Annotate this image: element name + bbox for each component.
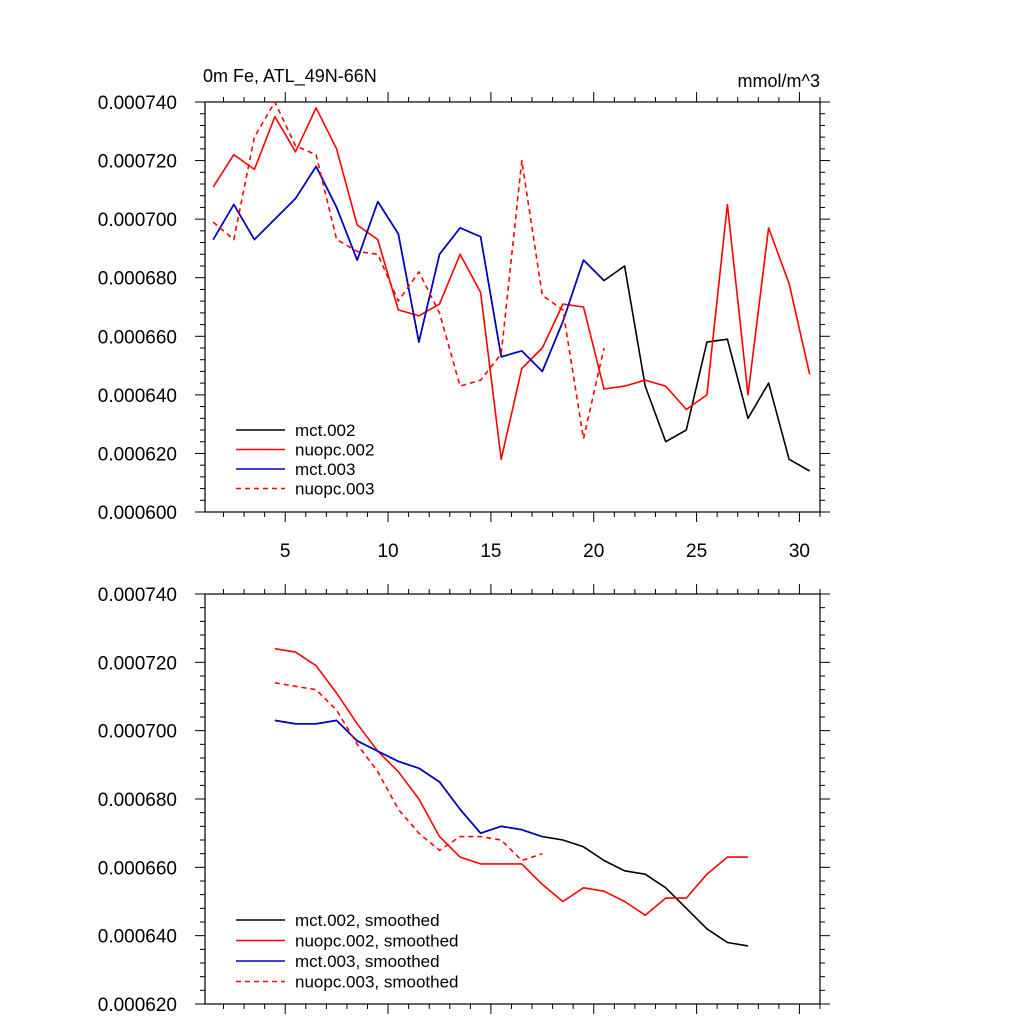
series-line-4 <box>274 682 543 862</box>
legend-label: mct.002, smoothed <box>295 911 440 930</box>
legend-label: mct.002 <box>295 421 355 440</box>
legend-label: nuopc.002, smoothed <box>295 932 459 951</box>
x-tick-label: 20 <box>583 541 604 562</box>
units-label: mmol/m^3 <box>738 71 820 91</box>
plot-frame <box>204 101 821 513</box>
legend-label: nuopc.002 <box>295 441 374 460</box>
bottom-panel: 0.000620 0.000640 0.000660 0.000680 0.000700… <box>98 584 830 1016</box>
series-line-2 <box>274 647 748 917</box>
x-tick-label: 25 <box>686 541 707 562</box>
series-line-3 <box>274 719 543 838</box>
series-line-3 <box>212 165 605 373</box>
y-tick-label: 0.000660 <box>98 327 177 348</box>
y-tick-label: 0.000700 <box>98 722 177 743</box>
x-tick-label: 5 <box>280 541 291 562</box>
y-tick-label: 0.000740 <box>98 585 177 606</box>
series-line-4 <box>212 101 605 440</box>
series-line-2 <box>212 107 811 461</box>
legend-label: mct.003, smoothed <box>295 952 440 971</box>
y-tick-label: 0.000700 <box>98 210 177 231</box>
y-tick-label: 0.000600 <box>98 503 177 524</box>
y-tick-label: 0.000620 <box>98 995 177 1016</box>
legend-label: nuopc.003, smoothed <box>295 973 459 992</box>
y-tick-label: 0.000640 <box>98 927 177 948</box>
x-tick-label: 10 <box>377 541 398 562</box>
y-tick-label: 0.000640 <box>98 386 177 407</box>
y-tick-label: 0.000660 <box>98 858 177 879</box>
x-tick-label: 30 <box>789 541 810 562</box>
chart-title: 0m Fe, ATL_49N-66N <box>203 66 377 87</box>
x-tick-label: 15 <box>480 541 501 562</box>
y-tick-label: 0.000680 <box>98 269 177 290</box>
legend-label: nuopc.003 <box>295 480 374 499</box>
y-tick-label: 0.000680 <box>98 790 177 811</box>
legend-label: mct.003 <box>295 460 355 479</box>
y-tick-label: 0.000740 <box>98 93 177 114</box>
y-tick-label: 0.000620 <box>98 444 177 465</box>
y-tick-label: 0.000720 <box>98 653 177 674</box>
top-panel: 0.000600 0.000620 0.000640 0.000660 0.000680… <box>98 92 830 562</box>
y-tick-label: 0.000720 <box>98 152 177 173</box>
